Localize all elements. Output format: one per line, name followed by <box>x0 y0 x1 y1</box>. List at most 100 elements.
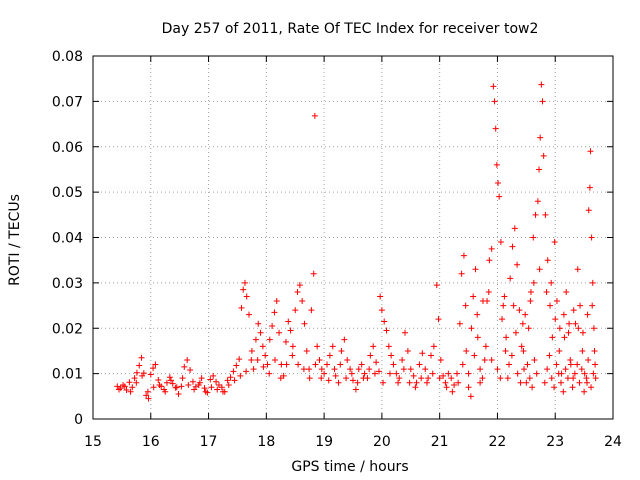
data-point <box>324 361 330 368</box>
data-point <box>462 302 469 309</box>
data-point <box>410 372 417 379</box>
data-point <box>539 98 546 105</box>
data-points <box>114 81 599 402</box>
data-point <box>316 357 323 364</box>
data-point <box>344 357 351 364</box>
data-point <box>231 377 238 384</box>
y-tick-label: 0.04 <box>52 231 83 247</box>
data-point <box>561 334 568 341</box>
data-point <box>459 361 466 368</box>
data-point <box>308 307 315 314</box>
x-tick-label: 17 <box>200 434 218 450</box>
data-point <box>581 370 588 377</box>
data-point <box>425 375 432 382</box>
data-point <box>254 357 261 364</box>
data-point <box>300 366 307 373</box>
data-point <box>241 279 248 286</box>
y-axis-label: ROTI / TECUs <box>7 194 23 286</box>
data-point <box>306 366 313 373</box>
data-point <box>272 357 278 364</box>
data-point <box>227 374 234 381</box>
data-point <box>131 375 138 382</box>
data-point <box>289 343 296 350</box>
data-point <box>139 372 146 379</box>
chart-title: Day 257 of 2011, Rate Of TEC Index for r… <box>162 21 539 37</box>
data-point <box>355 366 362 373</box>
data-point <box>416 361 423 368</box>
data-point <box>522 311 529 318</box>
data-point <box>413 379 420 386</box>
data-point <box>388 352 395 359</box>
data-point <box>147 371 154 378</box>
data-point <box>255 320 262 327</box>
data-point <box>574 361 581 368</box>
data-point <box>516 307 523 314</box>
data-point <box>352 386 359 393</box>
data-point <box>521 366 528 373</box>
y-tick-label: 0.06 <box>52 140 83 156</box>
data-point <box>136 362 143 369</box>
data-point <box>508 352 515 359</box>
data-point <box>295 361 302 368</box>
y-tick-label: 0.01 <box>52 367 83 383</box>
data-point <box>311 112 318 119</box>
data-point <box>541 379 548 386</box>
x-axis-label: GPS time / hours <box>291 459 408 475</box>
data-point <box>547 302 554 309</box>
data-point <box>202 388 209 395</box>
data-point <box>156 381 163 388</box>
data-point <box>218 384 225 391</box>
data-point <box>266 336 273 343</box>
data-point <box>588 234 595 241</box>
data-point <box>572 320 579 327</box>
data-point <box>556 325 563 332</box>
data-point <box>173 384 180 391</box>
data-point <box>189 378 196 385</box>
data-point <box>507 275 514 282</box>
data-point <box>201 385 208 392</box>
data-point <box>442 379 449 386</box>
data-point <box>386 370 393 377</box>
data-point <box>198 375 205 382</box>
data-point <box>301 320 308 327</box>
data-point <box>213 378 220 385</box>
data-point <box>491 98 498 105</box>
data-point <box>549 334 556 341</box>
data-point <box>443 384 450 391</box>
data-point <box>546 352 553 359</box>
data-point <box>250 366 257 373</box>
data-point <box>289 352 296 359</box>
data-point <box>181 363 188 370</box>
data-point <box>499 316 506 323</box>
data-point <box>486 257 493 264</box>
data-point <box>332 372 339 379</box>
data-point <box>433 282 440 289</box>
data-point <box>225 381 232 388</box>
data-point <box>502 347 509 354</box>
data-point <box>240 286 247 293</box>
data-point <box>560 311 567 318</box>
data-point <box>271 309 278 316</box>
data-point <box>445 370 452 377</box>
data-point <box>436 375 443 382</box>
data-point <box>440 372 447 379</box>
data-point <box>262 352 269 359</box>
data-point <box>555 370 562 377</box>
data-point <box>536 166 543 173</box>
data-point <box>544 257 551 264</box>
data-point <box>552 316 559 323</box>
y-tick-label: 0.08 <box>52 49 83 65</box>
data-point <box>404 347 411 354</box>
x-tick-label: 16 <box>142 434 160 450</box>
data-point <box>556 347 563 354</box>
data-point <box>530 234 537 241</box>
data-point <box>220 388 226 395</box>
data-point <box>524 361 531 368</box>
data-point <box>168 377 174 384</box>
x-tick-label: 21 <box>431 434 449 450</box>
data-point <box>533 370 540 377</box>
data-point <box>472 266 479 273</box>
data-point <box>492 125 499 132</box>
data-point <box>366 366 373 373</box>
data-point <box>481 357 488 364</box>
